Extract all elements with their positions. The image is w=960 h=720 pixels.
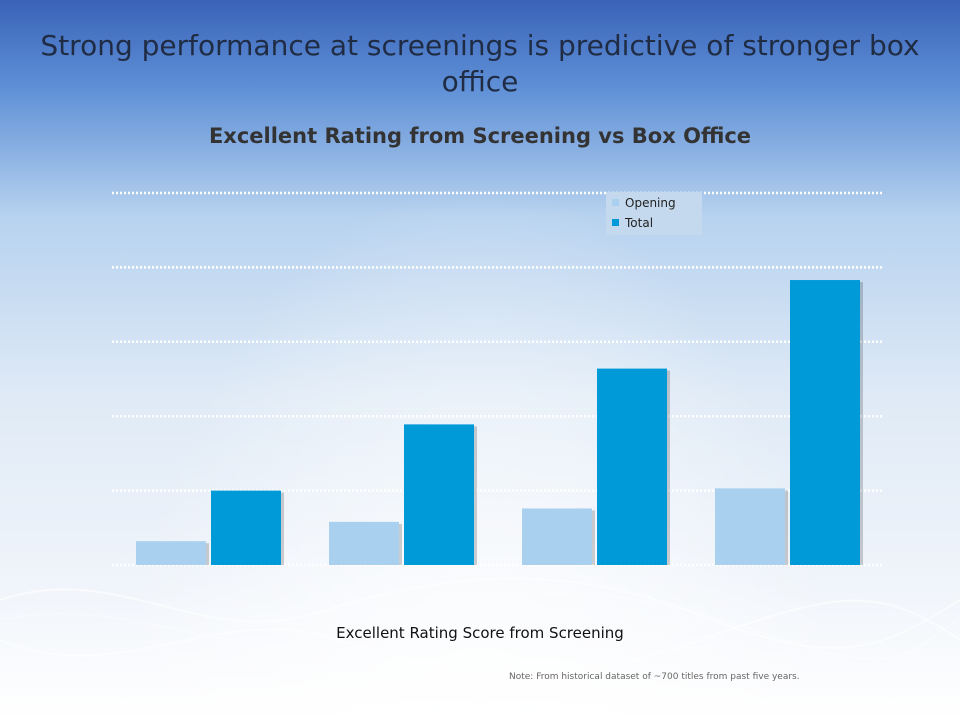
- bar-opening-1: [136, 541, 206, 565]
- legend-item-opening: Opening: [612, 195, 676, 211]
- footnote: Note: From historical dataset of ~700 ti…: [509, 672, 800, 682]
- bar-total-3: [597, 368, 667, 565]
- legend-label-total: Total: [625, 216, 654, 230]
- chart-legend: Opening Total: [606, 192, 702, 235]
- bar-total-1: [211, 490, 281, 565]
- chart-title: Excellent Rating from Screening vs Box O…: [208, 124, 752, 148]
- bar-opening-3: [522, 508, 592, 565]
- legend-swatch-total: [612, 219, 619, 226]
- legend-item-total: Total: [612, 215, 653, 231]
- legend-swatch-opening: [612, 199, 619, 206]
- bar-total-4: [790, 280, 860, 565]
- bar-total-2: [404, 424, 474, 565]
- bar-opening-2: [329, 521, 399, 565]
- legend-label-opening: Opening: [625, 196, 676, 210]
- x-axis-label: Excellent Rating Score from Screening: [336, 624, 624, 642]
- bar-opening-4: [715, 488, 785, 565]
- slide-title: Strong performance at screenings is pred…: [40, 29, 920, 98]
